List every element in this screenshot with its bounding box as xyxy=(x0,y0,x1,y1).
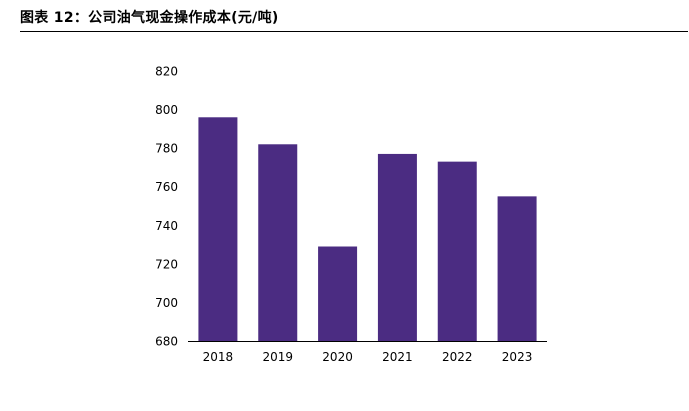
bars xyxy=(198,117,537,342)
x-tick-label-2022: 2022 xyxy=(442,350,473,364)
x-tick-label-2020: 2020 xyxy=(322,350,353,364)
y-tick-label: 820 xyxy=(155,65,178,79)
x-tick-label-2018: 2018 xyxy=(203,350,234,364)
y-tick-label: 800 xyxy=(155,103,178,117)
bar-2018 xyxy=(198,117,238,342)
x-axis-ticks: 2018 2019 2020 2021 2022 2023 xyxy=(203,350,533,364)
y-tick-label: 740 xyxy=(155,219,178,233)
bar-2023 xyxy=(497,196,537,341)
y-tick-label: 700 xyxy=(155,296,178,310)
x-tick-label-2023: 2023 xyxy=(502,350,533,364)
x-tick-label-2021: 2021 xyxy=(382,350,413,364)
y-axis-ticks: 680 700 720 740 760 780 800 820 xyxy=(155,65,178,349)
y-tick-label: 680 xyxy=(155,335,178,349)
y-tick-label: 780 xyxy=(155,142,178,156)
y-tick-label: 720 xyxy=(155,257,178,271)
bar-2019 xyxy=(258,144,298,341)
bar-2020 xyxy=(318,246,358,341)
x-tick-label-2019: 2019 xyxy=(262,350,293,364)
bar-2022 xyxy=(437,161,477,341)
figure-title: 图表 12：公司油气现金操作成本(元/吨) xyxy=(20,10,279,26)
title-rule xyxy=(20,31,688,32)
y-tick-label: 760 xyxy=(155,180,178,194)
bar-2021 xyxy=(377,153,417,341)
